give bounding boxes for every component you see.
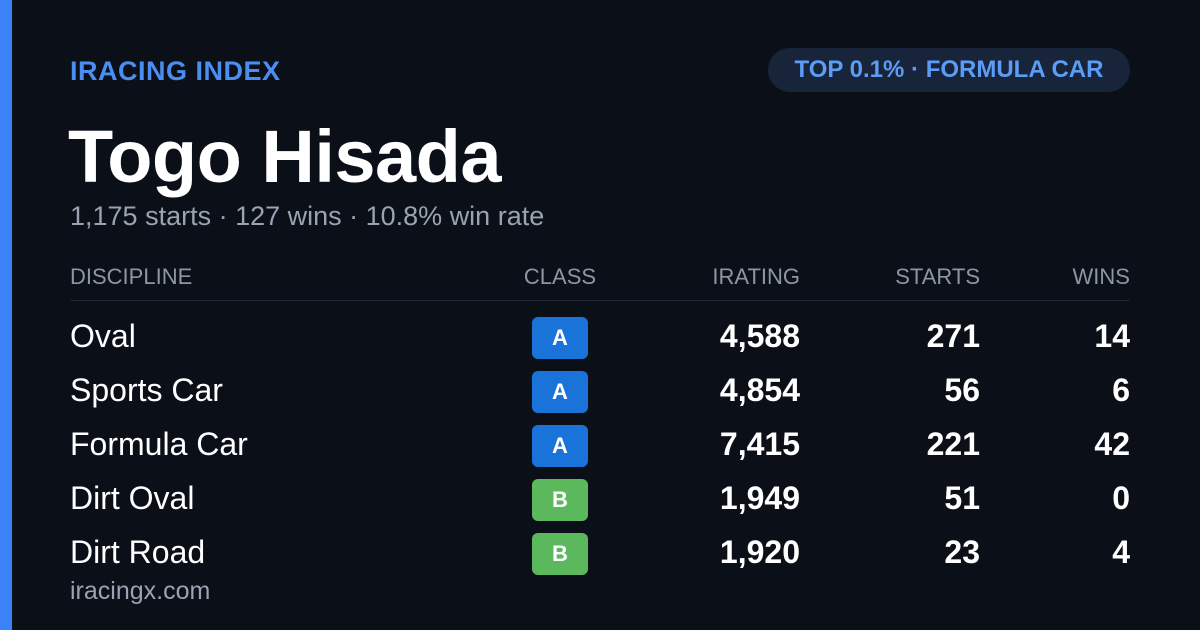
- driver-name: Togo Hisada: [68, 115, 502, 198]
- irating: 4,854: [719, 372, 800, 408]
- starts: 221: [926, 426, 980, 462]
- column-header: WINS: [1072, 264, 1130, 289]
- discipline: Sports Car: [70, 372, 223, 408]
- column-header: IRATING: [712, 264, 800, 289]
- starts: 51: [944, 480, 980, 516]
- accent-strip: [0, 0, 12, 630]
- class-badge: A: [532, 425, 588, 467]
- class-badge: A: [532, 371, 588, 413]
- discipline: Dirt Road: [70, 534, 206, 570]
- column-header: STARTS: [895, 264, 980, 289]
- starts: 56: [944, 372, 980, 408]
- footer-site: iracingx.com: [70, 577, 211, 605]
- irating: 7,415: [719, 426, 800, 462]
- starts: 271: [926, 318, 980, 354]
- starts: 23: [944, 534, 980, 570]
- wins: 6: [1112, 372, 1130, 408]
- discipline: Formula Car: [70, 426, 248, 462]
- discipline: Oval: [70, 318, 136, 354]
- column-header: CLASS: [523, 264, 597, 289]
- wins: 0: [1112, 480, 1130, 516]
- wins: 42: [1094, 426, 1130, 462]
- discipline: Dirt Oval: [70, 480, 195, 516]
- class-badge: A: [532, 317, 588, 359]
- irating: 1,949: [719, 480, 800, 516]
- brand: IRACING INDEX: [70, 56, 281, 86]
- separator: [70, 300, 1130, 301]
- irating: 1,920: [719, 534, 800, 570]
- summary: 1,175 starts · 127 wins · 10.8% win rate: [70, 201, 545, 231]
- rank-badge: TOP 0.1% · FORMULA CAR: [768, 48, 1130, 92]
- class-badge: B: [532, 533, 588, 575]
- wins: 4: [1112, 534, 1130, 570]
- class-badge: B: [532, 479, 588, 521]
- wins: 14: [1094, 318, 1130, 354]
- irating: 4,588: [719, 318, 800, 354]
- column-header: DISCIPLINE: [70, 264, 193, 289]
